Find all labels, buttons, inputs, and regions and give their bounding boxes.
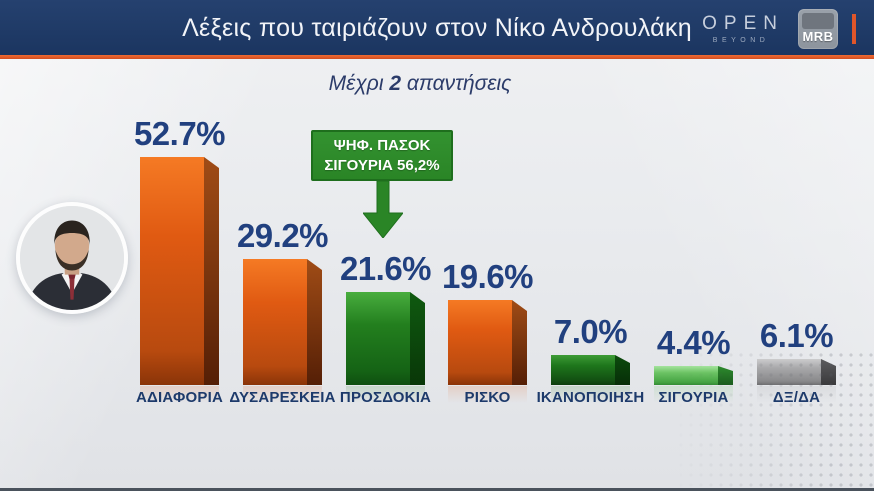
bar-category-label: ΑΔΙΑΦΟΡΙΑ	[136, 389, 223, 406]
bar-value-label: 21.6%	[339, 250, 432, 287]
header-rule	[0, 55, 874, 59]
bar-6-face	[654, 366, 718, 385]
mrb-logo-mark	[802, 13, 834, 29]
avatar	[16, 202, 128, 314]
bar-5-face	[551, 355, 615, 385]
bar-category-label: ΠΡΟΣΔΟΚΙΑ	[339, 389, 432, 406]
bar-4-reflection	[448, 386, 527, 403]
subtitle-prefix: Μέχρι	[328, 72, 384, 95]
bar-3-face	[346, 292, 410, 385]
open-logo-subtext: BEYOND	[712, 37, 770, 44]
bar-6-side	[718, 366, 733, 385]
header-logos: OPEN BEYOND MRB	[698, 7, 856, 51]
chart-subtitle: Μέχρι 2 απαντήσεις	[0, 72, 840, 96]
bar-7-face	[757, 359, 821, 385]
bar-value-label: 4.4%	[656, 324, 731, 361]
annotation-arrow-icon	[363, 181, 403, 238]
dot-texture	[659, 353, 874, 488]
bar-category-label: ΔΞ/ΔΑ	[772, 389, 821, 406]
annotation-line1: ΨΗΦ. ΠΑΣΟΚ	[333, 137, 431, 154]
subtitle-suffix: απαντήσεις	[406, 72, 512, 95]
annotation-callout: ΨΗΦ. ΠΑΣΟΚ ΣΙΓΟΥΡΙΑ 56,2%	[311, 130, 453, 181]
bar-7-side	[821, 359, 836, 385]
annotation-line2: ΣΙΓΟΥΡΙΑ 56,2%	[324, 157, 440, 174]
bar-6-reflection	[654, 386, 733, 403]
bar-5-side	[615, 355, 630, 385]
subtitle-count: 2	[389, 72, 402, 95]
bar-3-side	[410, 292, 425, 385]
bar-category-label: ΣΙΓΟΥΡΙΑ	[658, 389, 729, 406]
bar-1-reflection	[140, 386, 219, 403]
open-logo-text: OPEN	[702, 13, 784, 34]
bar-2-reflection	[243, 386, 322, 403]
bar-category-label: ΙΚΑΝΟΠΟΙΗΣΗ	[536, 389, 645, 406]
bar-value-label: 29.2%	[236, 217, 329, 254]
bar-5-reflection	[551, 386, 630, 403]
header-accent-tick	[852, 14, 856, 44]
bar-1-side	[204, 157, 219, 385]
header-bar: Λέξεις που ταιριάζουν στον Νίκο Ανδρουλά…	[0, 0, 874, 55]
bar-value-label: 19.6%	[441, 258, 534, 295]
bottom-edge	[0, 488, 874, 491]
bar-2-side	[307, 259, 322, 385]
bar-1-face	[140, 157, 204, 385]
bar-7-reflection	[757, 386, 836, 403]
bar-value-label: 7.0%	[553, 313, 628, 350]
portrait-illustration	[20, 206, 124, 310]
bar-category-label: ΔΥΣΑΡΕΣΚΕΙΑ	[229, 389, 336, 406]
bar-4-side	[512, 300, 527, 385]
bar-3-reflection	[346, 386, 425, 403]
bar-category-label: ΡΙΣΚΟ	[464, 389, 511, 406]
bar-value-label: 6.1%	[759, 317, 834, 354]
bar-4-face	[448, 300, 512, 385]
mrb-logo-text: MRB	[802, 29, 834, 44]
bar-value-label: 52.7%	[133, 115, 226, 152]
bar-2-face	[243, 259, 307, 385]
mrb-logo: MRB	[798, 9, 838, 49]
page-title: Λέξεις που ταιριάζουν στον Νίκο Ανδρουλά…	[182, 14, 692, 42]
open-beyond-logo: OPEN BEYOND	[698, 14, 784, 44]
